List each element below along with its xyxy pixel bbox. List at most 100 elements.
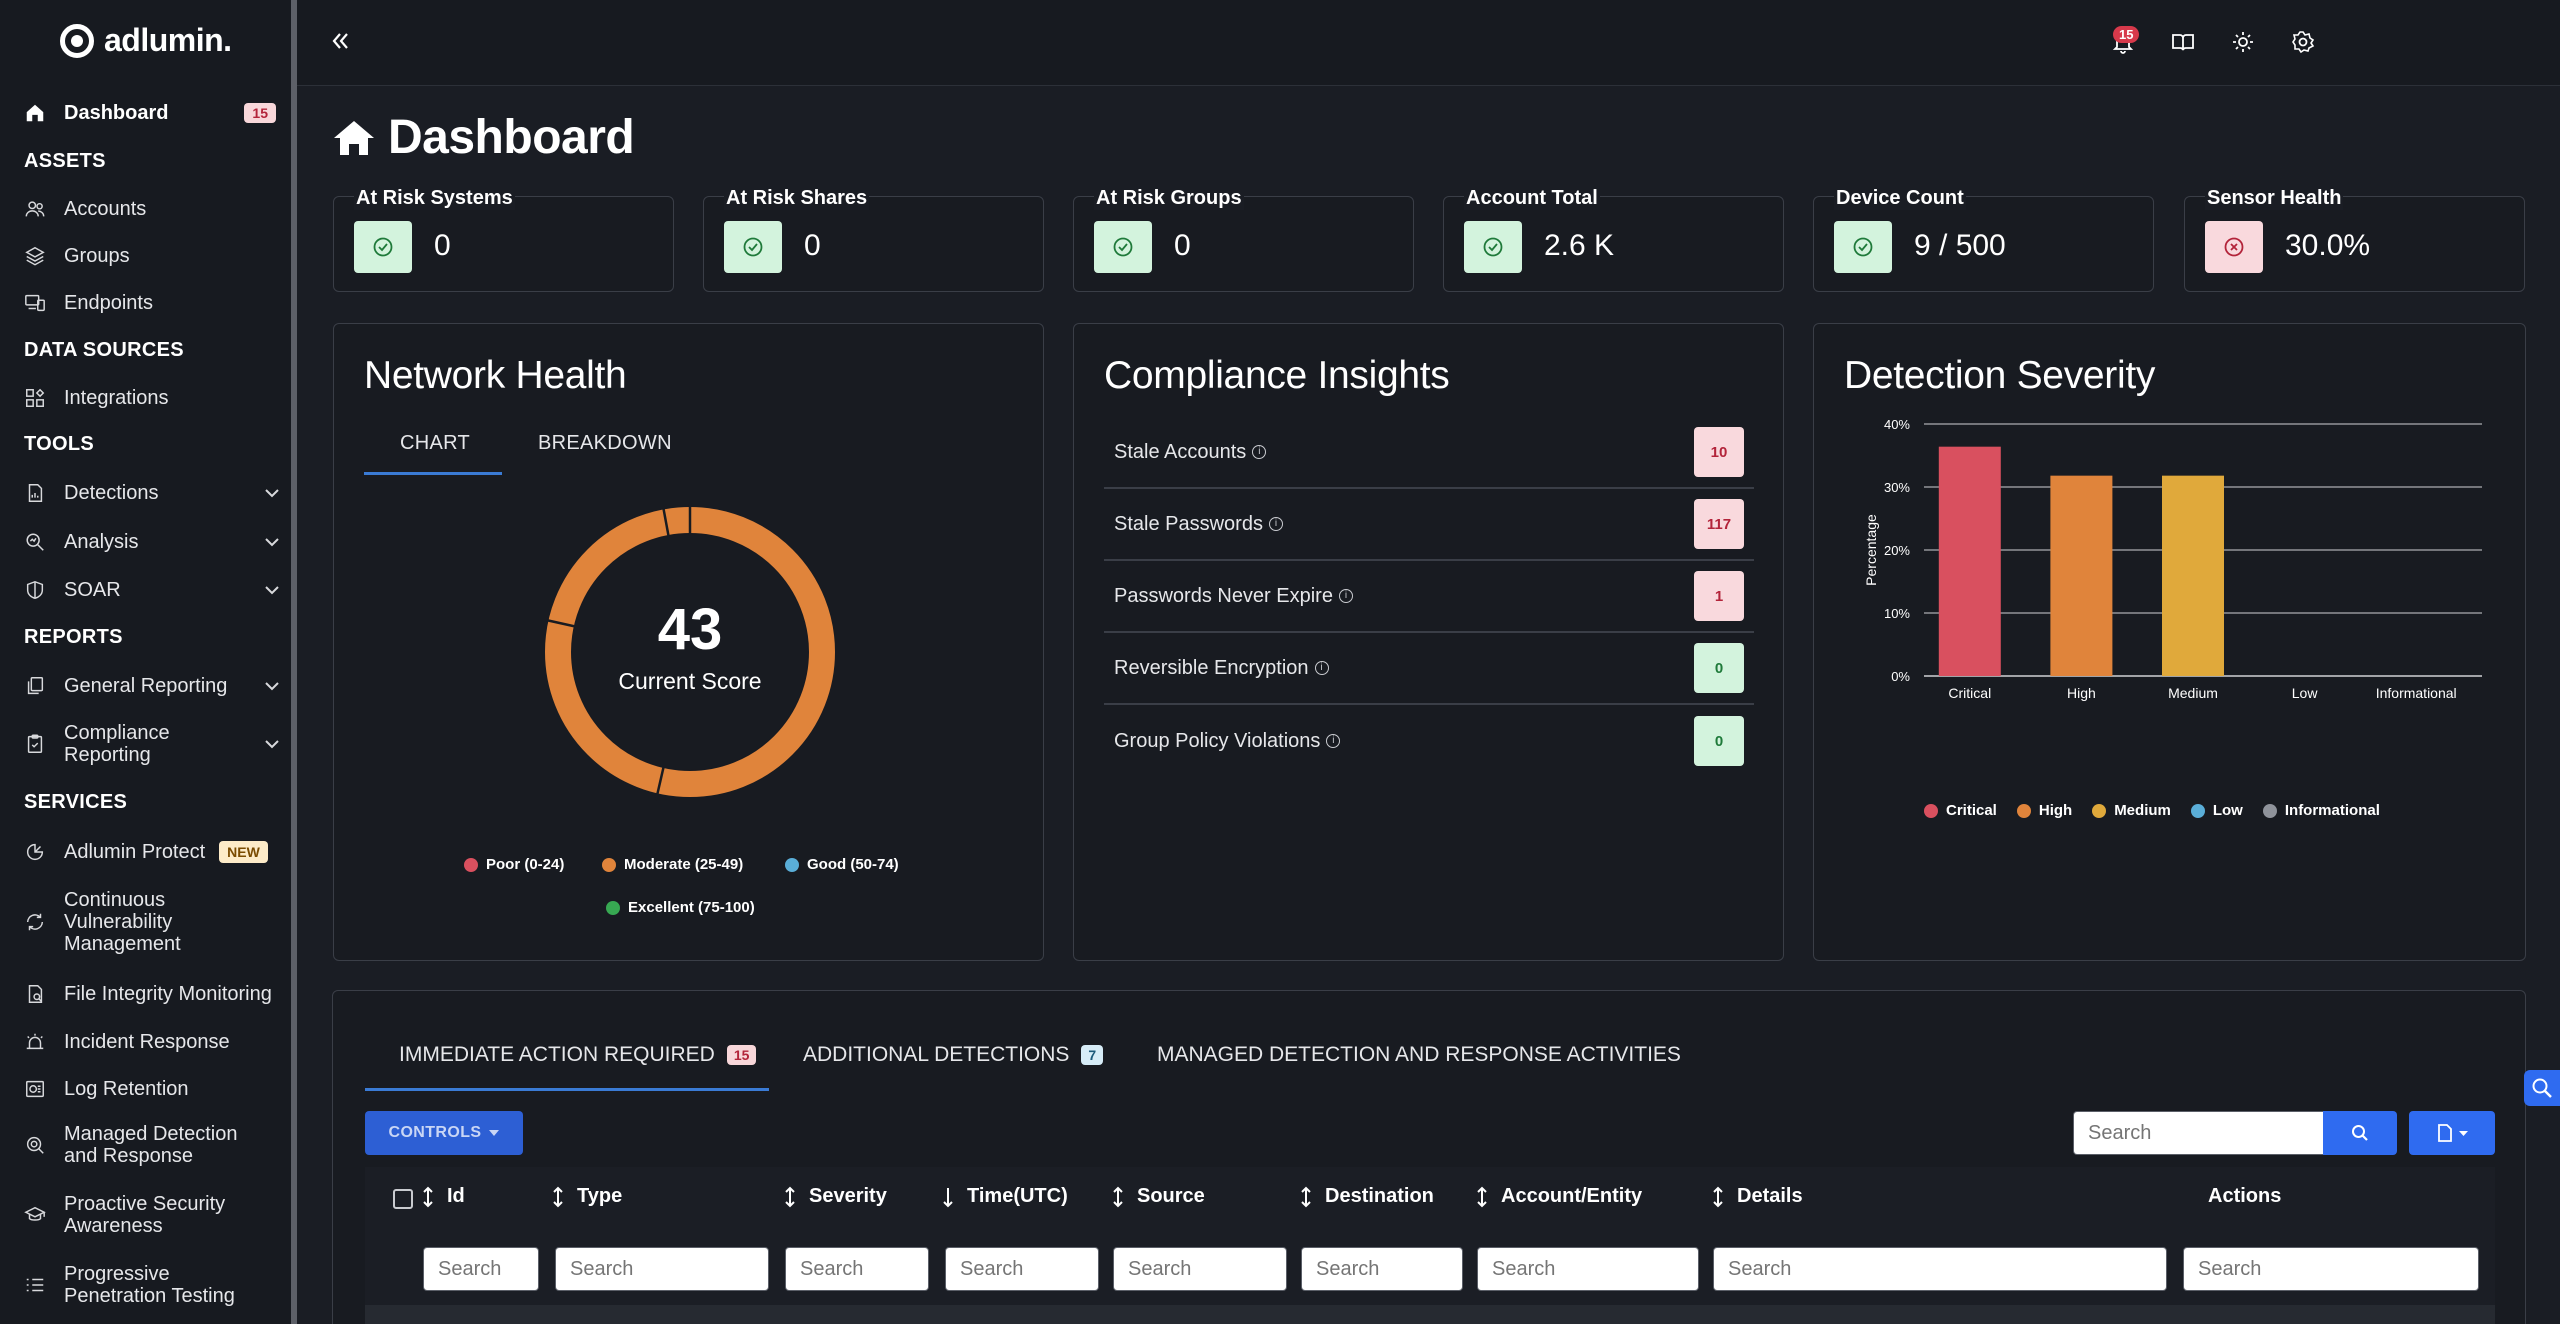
- sidebar-item-analysis[interactable]: Analysis: [22, 529, 282, 555]
- tab-mdr-activities[interactable]: MANAGED DETECTION AND RESPONSE ACTIVITIE…: [1157, 1043, 1681, 1067]
- source-search-input[interactable]: [1113, 1247, 1287, 1291]
- sidebar-item-adlumin-protect[interactable]: Adlumin Protect NEW: [22, 839, 282, 865]
- sidebar-item-general-reporting[interactable]: General Reporting: [22, 673, 282, 699]
- compliance-row[interactable]: Stale Accounts i 10: [1104, 417, 1754, 489]
- sidebar-item-psa[interactable]: Proactive Security Awareness: [22, 1193, 282, 1237]
- protect-icon: [22, 839, 48, 865]
- legend-item-high[interactable]: High: [2016, 802, 2073, 819]
- sidebar-item-label: Detections: [64, 482, 159, 504]
- stat-card-at-risk-systems[interactable]: At Risk Systems 0: [333, 187, 674, 292]
- bar-medium[interactable]: [2162, 475, 2224, 676]
- column-header-details[interactable]: Details: [1711, 1185, 1803, 1208]
- legend-dot: [606, 900, 620, 915]
- column-header-type[interactable]: Type: [551, 1185, 622, 1208]
- search-icon: [2352, 1125, 2368, 1141]
- collapse-sidebar-icon[interactable]: [327, 28, 353, 54]
- legend-item-low[interactable]: Low: [2190, 802, 2243, 819]
- legend-dot: [2016, 803, 2031, 818]
- sidebar-item-log-retention[interactable]: Log Retention: [22, 1076, 282, 1102]
- compliance-row[interactable]: Group Policy Violations i 0: [1104, 705, 1754, 777]
- sidebar-item-accounts[interactable]: Accounts: [22, 196, 282, 222]
- details-search-input[interactable]: [1713, 1247, 2167, 1291]
- legend-poor: Poor (0-24): [464, 856, 564, 873]
- compliance-row[interactable]: Stale Passwords i 117: [1104, 489, 1754, 561]
- severity-search-input[interactable]: [785, 1247, 929, 1291]
- legend-item-medium[interactable]: Medium: [2092, 802, 2171, 819]
- side-help-tab[interactable]: [2524, 1070, 2560, 1106]
- tab-breakdown[interactable]: BREAKDOWN: [538, 432, 672, 454]
- account-search-input[interactable]: [1477, 1247, 1699, 1291]
- detections-search-input[interactable]: [2073, 1111, 2323, 1155]
- controls-label: CONTROLS: [388, 1124, 482, 1141]
- legend-item-informational[interactable]: Informational: [2262, 802, 2380, 819]
- legend-item-critical[interactable]: Critical: [1924, 802, 1997, 819]
- sidebar-item-groups[interactable]: Groups: [22, 243, 282, 269]
- sun-icon[interactable]: [2229, 28, 2257, 56]
- chevron-down-icon[interactable]: [262, 580, 282, 600]
- id-search-input[interactable]: [423, 1247, 539, 1291]
- actions-search-input[interactable]: [2183, 1247, 2479, 1291]
- compliance-row[interactable]: Reversible Encryption i 0: [1104, 633, 1754, 705]
- chevron-down-icon[interactable]: [262, 676, 282, 696]
- column-label: Time(UTC): [967, 1185, 1068, 1207]
- tab-chart[interactable]: CHART: [400, 432, 471, 454]
- column-header-time[interactable]: Time(UTC): [941, 1185, 1068, 1208]
- column-header-account-entity[interactable]: Account/Entity: [1475, 1185, 1642, 1208]
- sidebar-item-incident-response[interactable]: Incident Response: [22, 1029, 282, 1055]
- sidebar-item-integrations[interactable]: Integrations: [22, 385, 282, 411]
- info-icon[interactable]: i: [1314, 661, 1329, 675]
- x-tick-label: Medium: [2168, 685, 2218, 701]
- tab-immediate-action[interactable]: IMMEDIATE ACTION REQUIRED 15: [399, 1043, 757, 1067]
- legend-label: High: [2038, 802, 2073, 819]
- brand-logo[interactable]: adlumin.: [60, 22, 232, 59]
- bar-high[interactable]: [2050, 475, 2113, 676]
- y-tick-label: 40%: [1884, 417, 1910, 432]
- search-button[interactable]: [2323, 1111, 2397, 1155]
- export-dropdown-button[interactable]: [2409, 1111, 2495, 1155]
- controls-dropdown-button[interactable]: CONTROLS: [365, 1111, 523, 1155]
- type-search-input[interactable]: [555, 1247, 769, 1291]
- select-all-checkbox[interactable]: [393, 1189, 413, 1209]
- column-header-source[interactable]: Source: [1111, 1185, 1205, 1208]
- sidebar-item-compliance-reporting[interactable]: Compliance Reporting: [22, 722, 282, 766]
- sidebar-item-dashboard[interactable]: Dashboard 15: [22, 100, 282, 126]
- column-header-id[interactable]: Id: [421, 1185, 465, 1208]
- info-icon[interactable]: i: [1326, 734, 1341, 748]
- check-circle-icon: [724, 221, 782, 273]
- info-icon[interactable]: i: [1268, 517, 1283, 531]
- logo-icon: [60, 23, 94, 58]
- column-header-actions: Actions: [2208, 1185, 2281, 1208]
- gear-icon[interactable]: [2289, 28, 2317, 56]
- info-icon[interactable]: i: [1252, 445, 1267, 459]
- sidebar-item-endpoints[interactable]: Endpoints: [22, 290, 282, 316]
- bar-critical[interactable]: [1938, 446, 2001, 676]
- chevron-down-icon[interactable]: [262, 532, 282, 552]
- tab-additional-detections[interactable]: ADDITIONAL DETECTIONS 7: [803, 1043, 1104, 1067]
- destination-search-input[interactable]: [1301, 1247, 1463, 1291]
- detection-severity-legend: Critical High Medium Low Informational: [1924, 802, 2380, 819]
- devices-icon: [22, 290, 48, 316]
- sidebar-item-detections[interactable]: Detections: [22, 480, 282, 506]
- column-header-destination[interactable]: Destination: [1299, 1185, 1434, 1208]
- compliance-row[interactable]: Passwords Never Expire i 1: [1104, 561, 1754, 633]
- time-search-input[interactable]: [945, 1247, 1099, 1291]
- stat-card-at-risk-groups[interactable]: At Risk Groups 0: [1073, 187, 1414, 292]
- sidebar-item-soar[interactable]: SOAR: [22, 577, 282, 603]
- stat-card-sensor-health[interactable]: Sensor Health 30.0%: [2184, 187, 2525, 292]
- sidebar-scrollbar[interactable]: [291, 0, 297, 1324]
- info-icon[interactable]: i: [1338, 589, 1353, 603]
- book-icon[interactable]: [2169, 28, 2197, 56]
- chevron-down-icon[interactable]: [262, 734, 282, 754]
- sidebar-item-cvm[interactable]: Continuous Vulnerability Management: [22, 889, 282, 955]
- sidebar-item-mdr[interactable]: Managed Detection and Response: [22, 1123, 282, 1167]
- sidebar-item-fim[interactable]: File Integrity Monitoring: [22, 981, 282, 1007]
- stat-card-at-risk-shares[interactable]: At Risk Shares 0: [703, 187, 1044, 292]
- sidebar-item-ppt[interactable]: Progressive Penetration Testing: [22, 1263, 282, 1307]
- chevron-down-icon[interactable]: [262, 483, 282, 503]
- table-row[interactable]: [365, 1305, 2495, 1324]
- stat-card-account-total[interactable]: Account Total 2.6 K: [1443, 187, 1784, 292]
- x-tick-label: Critical: [1948, 685, 1991, 701]
- legend-label: Moderate (25-49): [624, 856, 744, 873]
- column-header-severity[interactable]: Severity: [783, 1185, 887, 1208]
- stat-card-device-count[interactable]: Device Count 9 / 500: [1813, 187, 2154, 292]
